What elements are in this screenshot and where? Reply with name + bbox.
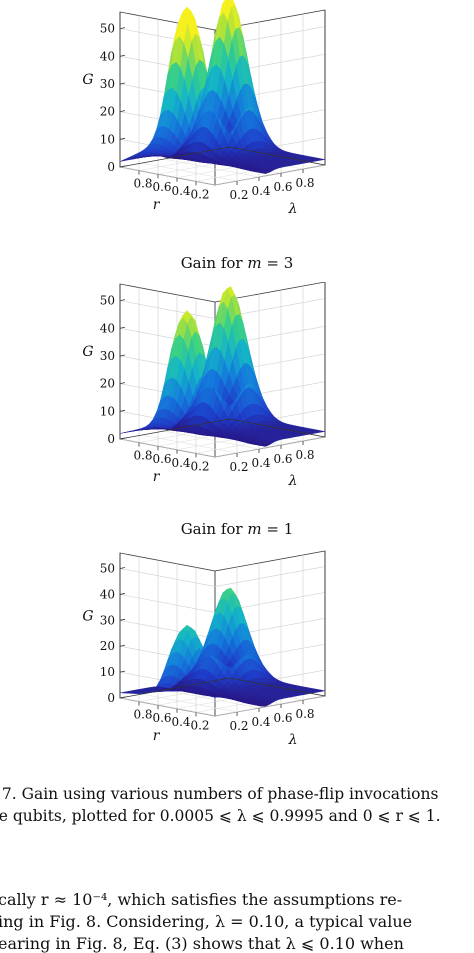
r-tick-label: 0.6 xyxy=(152,452,171,466)
z-tick xyxy=(120,593,125,594)
z-tick xyxy=(120,355,125,356)
lambda-tick-label: 0.8 xyxy=(295,448,314,462)
lambda-tick-label: 0.2 xyxy=(229,719,248,733)
r-tick-label: 0.2 xyxy=(190,187,209,201)
lambda-axis-label: λ xyxy=(288,201,298,217)
z-tick-label: 10 xyxy=(100,404,115,418)
z-tick xyxy=(120,28,125,29)
lambda-tick-label: 0.6 xyxy=(273,711,292,725)
z-tick-label: 40 xyxy=(100,49,115,63)
z-tick xyxy=(120,697,125,698)
z-tick-label: 10 xyxy=(100,132,115,146)
z-tick xyxy=(120,166,125,167)
surface xyxy=(120,588,325,706)
r-axis-label: r xyxy=(153,197,161,213)
z-tick xyxy=(120,83,125,84)
z-tick-label: 0 xyxy=(107,691,115,705)
r-axis-label: r xyxy=(153,469,161,485)
z-tick xyxy=(120,645,125,646)
lambda-tick-label: 0.6 xyxy=(273,452,292,466)
r-tick-label: 0.4 xyxy=(171,456,190,470)
r-tick-label: 0.8 xyxy=(133,449,152,463)
z-tick xyxy=(120,383,125,384)
title-prefix: Gain for xyxy=(181,520,248,538)
plot-title-m3: Gain for m = 3 xyxy=(0,254,474,272)
r-tick-label: 0.2 xyxy=(190,459,209,473)
body-text-line-1: cally r ≈ 10⁻⁴, which satisfies the assu… xyxy=(0,890,472,909)
z-axis-label: G xyxy=(82,344,93,360)
z-axis-label: G xyxy=(82,72,93,88)
z-tick-label: 50 xyxy=(100,22,115,36)
lambda-axis-label: λ xyxy=(288,473,298,489)
z-tick-label: 0 xyxy=(107,160,115,174)
r-tick-label: 0.4 xyxy=(171,715,190,729)
z-tick xyxy=(120,568,125,569)
r-tick-label: 0.4 xyxy=(171,184,190,198)
z-tick xyxy=(120,55,125,56)
z-tick xyxy=(120,671,125,672)
r-axis-label: r xyxy=(153,728,161,744)
floor-gridline xyxy=(142,163,237,181)
lambda-tick-label: 0.2 xyxy=(229,188,248,202)
z-tick-label: 50 xyxy=(100,294,115,308)
z-tick-label: 30 xyxy=(100,77,115,91)
z-tick xyxy=(120,138,125,139)
z-tick-label: 10 xyxy=(100,665,115,679)
z-axis-label: G xyxy=(82,608,93,624)
z-tick-label: 20 xyxy=(100,105,115,119)
lambda-tick-label: 0.4 xyxy=(251,184,270,198)
figure-caption-line-1: . 7. Gain using various numbers of phase… xyxy=(0,785,466,803)
lambda-tick-label: 0.8 xyxy=(295,707,314,721)
z-tick-label: 20 xyxy=(100,377,115,391)
plot-title-m1: Gain for m = 1 xyxy=(0,520,474,538)
lambda-tick-label: 0.4 xyxy=(251,456,270,470)
r-tick-label: 0.6 xyxy=(152,711,171,725)
z-tick-label: 0 xyxy=(107,432,115,446)
r-tick-label: 0.2 xyxy=(190,718,209,732)
z-tick xyxy=(120,619,125,620)
z-tick-label: 30 xyxy=(100,613,115,627)
lambda-tick-label: 0.4 xyxy=(251,715,270,729)
z-tick xyxy=(120,300,125,301)
surface xyxy=(120,0,325,174)
title-var: m xyxy=(247,520,261,538)
body-text-line-2: ing in Fig. 8. Considering, λ = 0.10, a … xyxy=(0,912,472,931)
z-tick xyxy=(120,111,125,112)
figure-caption-line-2: ve qubits, plotted for 0.0005 ⩽ λ ⩽ 0.99… xyxy=(0,807,464,825)
z-tick-label: 50 xyxy=(100,562,115,576)
lambda-tick-label: 0.6 xyxy=(273,180,292,194)
title-suffix: = 3 xyxy=(262,254,294,272)
z-tick-label: 40 xyxy=(100,321,115,335)
r-tick-label: 0.8 xyxy=(133,177,152,191)
z-tick xyxy=(120,438,125,439)
body-text-line-3: earing in Fig. 8, Eq. (3) shows that λ ⩽… xyxy=(0,934,472,953)
z-tick xyxy=(120,410,125,411)
z-tick xyxy=(120,327,125,328)
lambda-tick-label: 0.2 xyxy=(229,460,248,474)
r-tick-label: 0.6 xyxy=(152,180,171,194)
r-tick-label: 0.8 xyxy=(133,708,152,722)
surface xyxy=(120,287,325,447)
z-tick-label: 20 xyxy=(100,639,115,653)
title-prefix: Gain for xyxy=(181,254,248,272)
title-suffix: = 1 xyxy=(262,520,294,538)
title-var: m xyxy=(247,254,261,272)
lambda-axis-label: λ xyxy=(288,732,298,748)
z-tick-label: 30 xyxy=(100,349,115,363)
z-tick-label: 40 xyxy=(100,587,115,601)
lambda-tick-label: 0.8 xyxy=(295,176,314,190)
